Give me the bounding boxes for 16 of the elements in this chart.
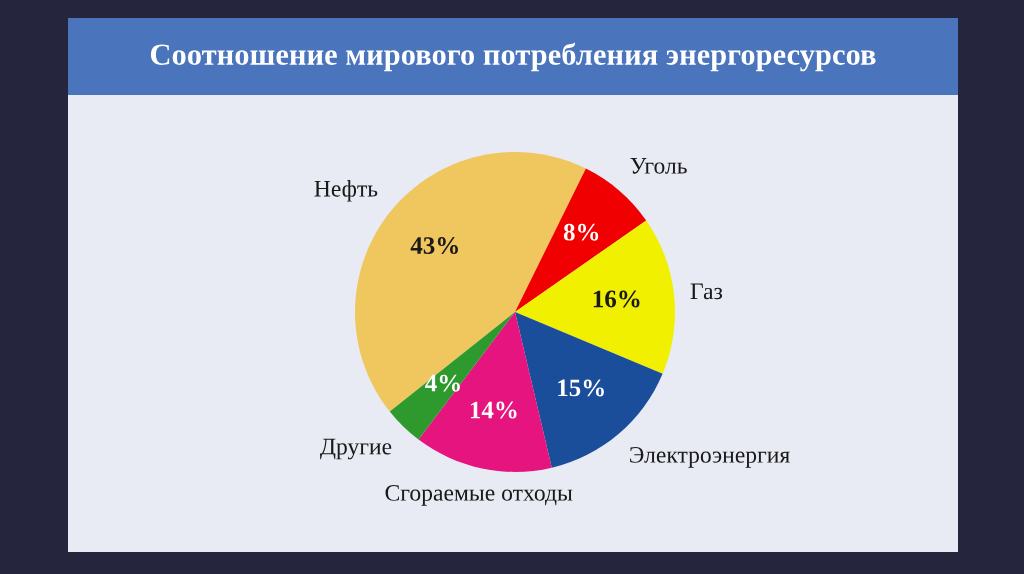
slice-label: Сгораемые отходы <box>385 484 573 506</box>
slice-label: Уголь <box>630 158 687 174</box>
slice-label: Нефть <box>314 180 378 202</box>
data-label: 16% <box>593 290 640 308</box>
slice-label: Электроэнергия <box>630 446 790 468</box>
data-label: 43% <box>410 237 458 255</box>
pie-slice <box>418 312 552 472</box>
slice-label: Газ <box>690 283 723 300</box>
pie-slice <box>515 220 675 374</box>
data-label: 8% <box>563 223 599 241</box>
data-label: 15% <box>558 379 604 397</box>
data-label: 4% <box>425 374 460 392</box>
data-label: 14% <box>470 401 517 419</box>
chart-title: Соотношение мирового потребления энергоресурсов <box>150 42 876 72</box>
pie-slice <box>389 312 515 440</box>
slice-label: Другие <box>320 438 392 460</box>
